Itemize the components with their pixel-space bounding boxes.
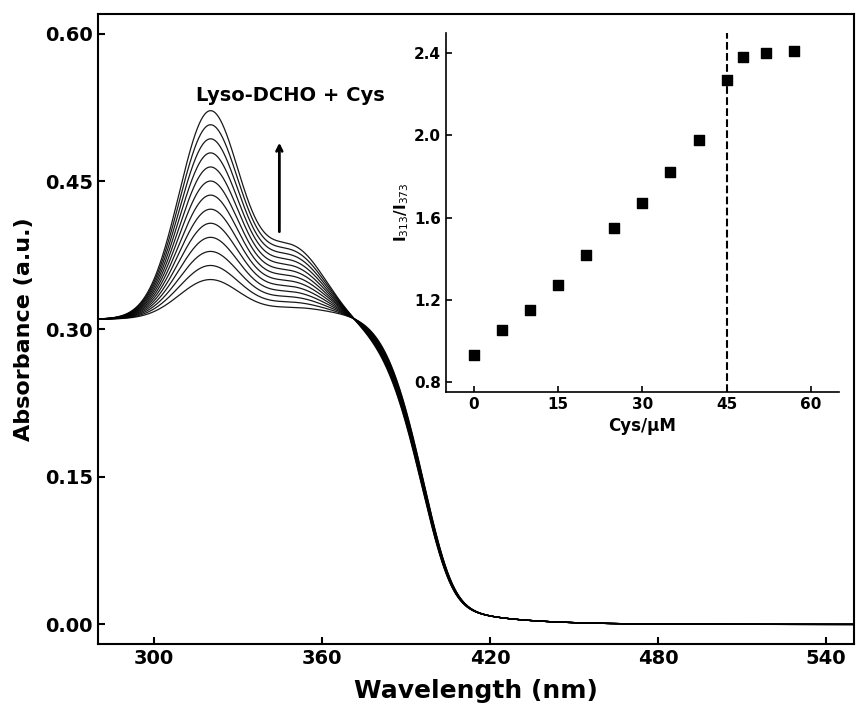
Text: Lyso-DCHO + Cys: Lyso-DCHO + Cys (196, 86, 385, 105)
X-axis label: Wavelength (nm): Wavelength (nm) (354, 679, 598, 703)
Y-axis label: Absorbance (a.u.): Absorbance (a.u.) (14, 217, 34, 441)
